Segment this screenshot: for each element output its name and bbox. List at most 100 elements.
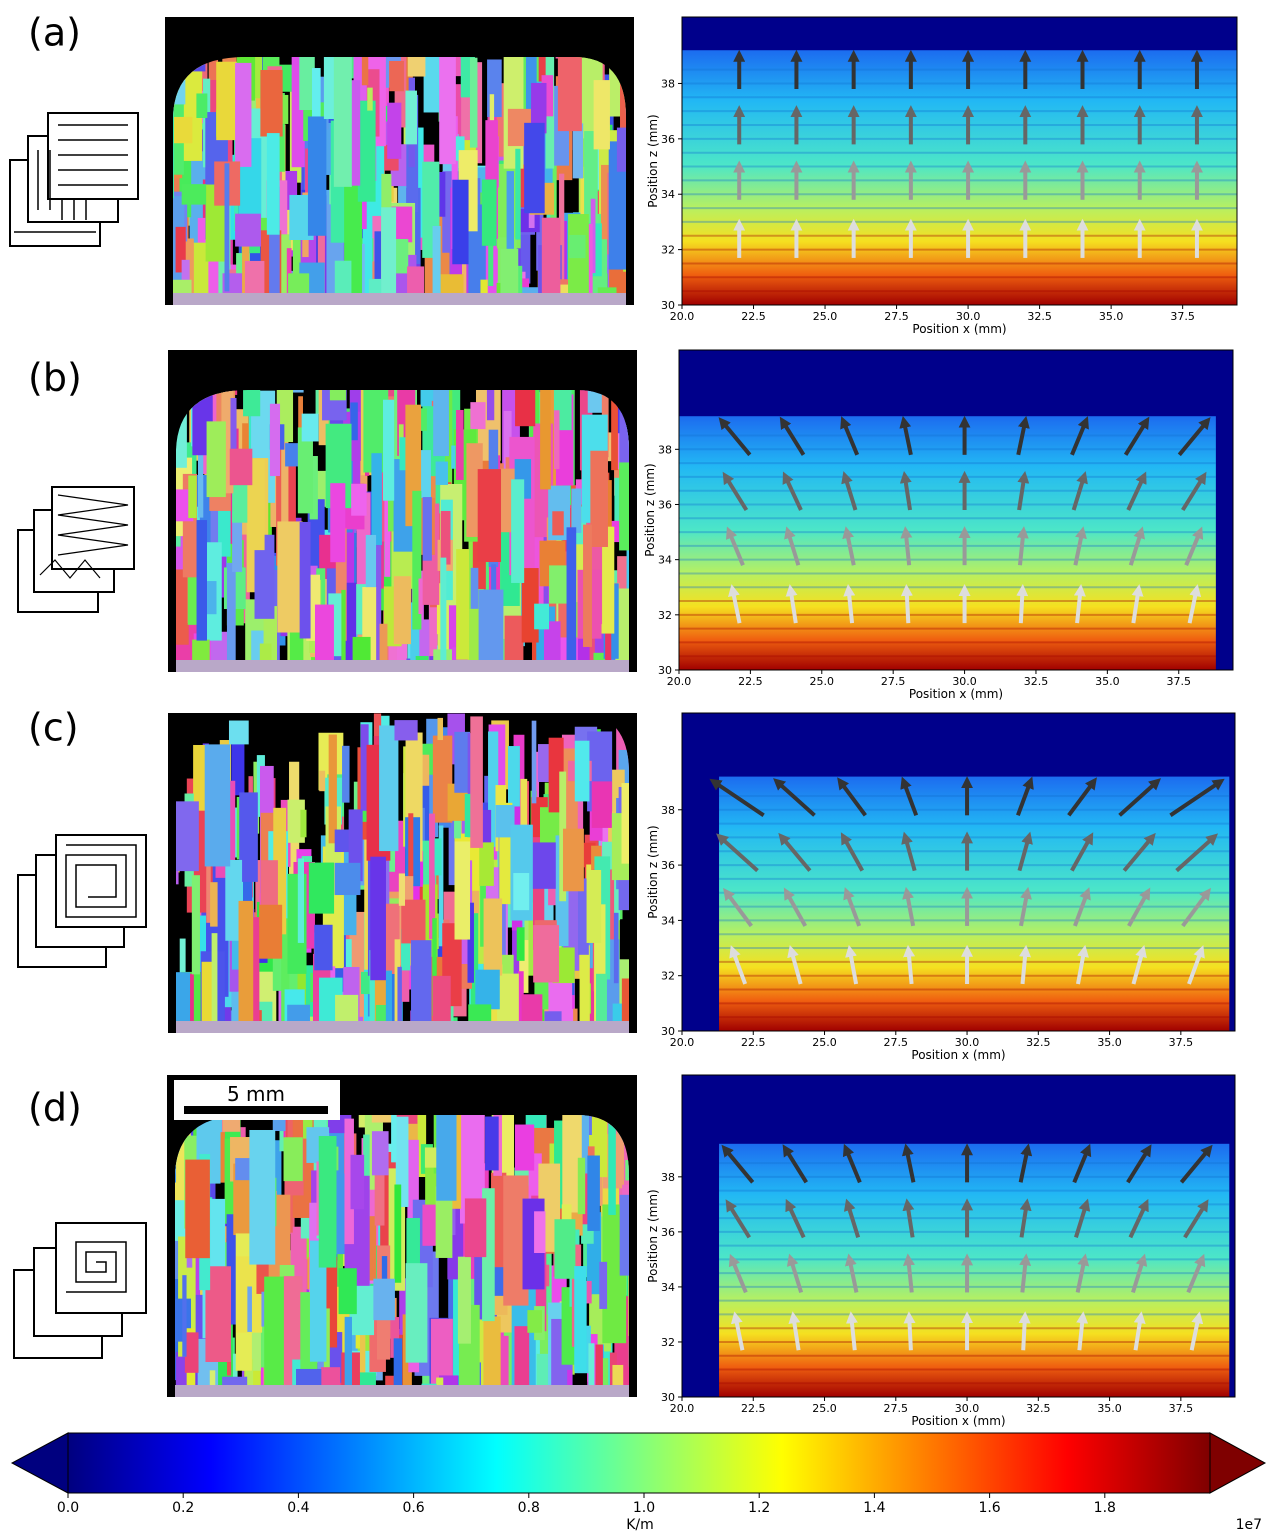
- x-tick-label: 37.5: [1166, 675, 1191, 688]
- x-tick-label: 37.5: [1169, 1036, 1194, 1049]
- grain: [470, 716, 483, 848]
- grain: [297, 1027, 318, 1033]
- grain: [260, 860, 278, 920]
- grain: [574, 740, 590, 802]
- grain: [329, 390, 346, 401]
- grain: [435, 1186, 453, 1258]
- x-tick-label: 30.0: [952, 675, 977, 688]
- grain: [243, 390, 261, 417]
- y-tick-label: 30: [661, 299, 675, 312]
- x-tick-label: 22.5: [741, 310, 766, 323]
- grain: [394, 1184, 402, 1283]
- grain: [562, 828, 584, 892]
- grain: [259, 643, 272, 672]
- grain: [222, 57, 237, 63]
- grain: [269, 403, 281, 477]
- arrow: [1131, 945, 1147, 985]
- grain: [281, 918, 290, 1033]
- grain: [207, 581, 217, 615]
- colorbar-offset: 1e7: [1236, 1517, 1262, 1531]
- arrow: [899, 415, 913, 456]
- grain: [590, 450, 608, 547]
- grain: [308, 862, 335, 914]
- arrow: [1016, 776, 1034, 817]
- grain: [543, 528, 549, 660]
- grain: [451, 445, 456, 469]
- grain: [182, 1275, 187, 1357]
- grain: [229, 448, 253, 486]
- arrow: [1181, 887, 1211, 928]
- grain: [283, 1137, 303, 1182]
- grain: [345, 582, 357, 672]
- grain: [579, 945, 590, 1033]
- x-tick-label: 37.5: [1169, 1402, 1194, 1415]
- grain: [357, 100, 376, 202]
- grain: [299, 521, 311, 639]
- grain: [301, 413, 319, 442]
- y-axis-label: Position z (mm): [646, 825, 660, 918]
- grain: [371, 1115, 397, 1123]
- grain: [188, 475, 197, 519]
- arrow: [1019, 1198, 1032, 1238]
- grain: [350, 402, 358, 441]
- grain: [254, 534, 275, 619]
- grain: [452, 179, 469, 265]
- grain: [599, 1358, 609, 1397]
- grain: [418, 578, 423, 615]
- arrow: [900, 584, 913, 624]
- grain: [394, 939, 401, 1033]
- grain: [572, 123, 584, 179]
- x-tick-label: 32.5: [1027, 310, 1052, 323]
- grain: [407, 266, 425, 305]
- x-tick-label: 20.0: [670, 1036, 695, 1049]
- grain: [323, 1308, 330, 1397]
- y-tick-label: 38: [661, 804, 675, 817]
- arrow: [1073, 526, 1087, 566]
- x-tick-label: 27.5: [884, 1036, 909, 1049]
- y-tick-label: 38: [658, 443, 672, 456]
- grain: [552, 511, 564, 536]
- grain: [608, 141, 626, 270]
- grain: [244, 260, 265, 305]
- x-tick-label: 30.0: [955, 1036, 980, 1049]
- grain: [436, 583, 444, 635]
- arrow: [845, 1311, 858, 1351]
- arrow: [1019, 944, 1032, 985]
- colorbar-tick-label: 0.8: [518, 1500, 540, 1516]
- x-tick-label: 32.5: [1024, 675, 1049, 688]
- grain: [504, 615, 524, 672]
- fine-grains: [176, 1021, 629, 1033]
- grain: [196, 520, 208, 641]
- arrow: [841, 471, 858, 511]
- x-tick-label: 22.5: [738, 675, 763, 688]
- arrow: [778, 832, 812, 872]
- grain: [285, 443, 299, 467]
- grain: [503, 57, 524, 169]
- y-tick-label: 30: [661, 1391, 675, 1404]
- heat-field: [719, 776, 1230, 1031]
- x-tick-label: 37.5: [1170, 310, 1195, 323]
- grain: [374, 1163, 385, 1226]
- grain: [387, 102, 402, 159]
- x-axis-label: Position x (mm): [909, 687, 1003, 701]
- heat-field: [682, 50, 1237, 305]
- grain: [176, 972, 191, 1033]
- grain: [433, 390, 449, 457]
- grain: [335, 528, 347, 641]
- grain: [185, 1159, 210, 1259]
- y-tick-label: 36: [661, 133, 675, 146]
- arrow: [899, 470, 912, 511]
- arrow: [1073, 887, 1091, 927]
- grain: [636, 570, 661, 593]
- grain: [287, 446, 296, 575]
- arrow: [1072, 1143, 1092, 1184]
- grain: [457, 1256, 471, 1344]
- y-tick-label: 34: [661, 1281, 675, 1294]
- grain: [173, 100, 174, 199]
- grain: [411, 940, 432, 1033]
- grain: [173, 116, 193, 144]
- grain: [276, 442, 282, 566]
- y-tick-label: 36: [658, 498, 672, 511]
- grain: [422, 497, 432, 561]
- grain: [611, 390, 618, 471]
